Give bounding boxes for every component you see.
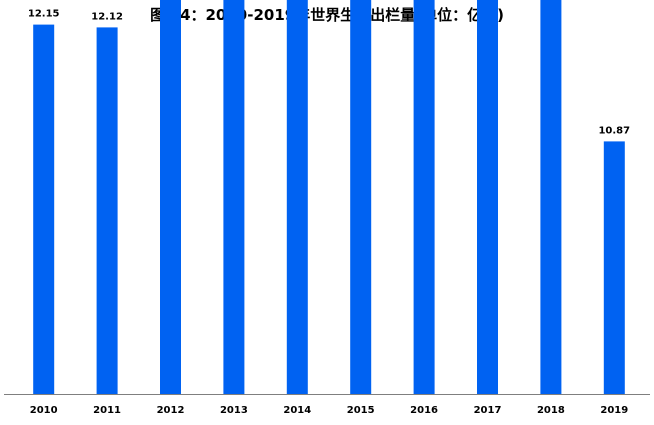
bar-2014: [286, 0, 308, 395]
x-tick-2014: 2014: [283, 405, 311, 416]
value-label-2011: 12.12: [91, 11, 123, 22]
value-labels-group: 12.1512.1212.5212.6212.8012.6412.4912.84…: [28, 9, 630, 137]
bar-2018: [540, 0, 562, 394]
value-label-2019: 10.87: [598, 125, 630, 136]
bar-2015: [350, 0, 372, 394]
bar-2013: [223, 0, 245, 395]
x-tick-2013: 2013: [220, 405, 248, 416]
bar-2017: [477, 0, 498, 394]
value-label-2010: 12.15: [28, 9, 60, 20]
bar-2010: [33, 24, 55, 394]
bar-2016: [413, 0, 435, 394]
x-tick-2017: 2017: [474, 405, 502, 416]
bar-2012: [160, 0, 181, 395]
x-tick-2012: 2012: [157, 405, 185, 416]
x-tick-2018: 2018: [537, 405, 565, 416]
x-tick-2019: 2019: [600, 405, 628, 416]
bars-group: [33, 0, 625, 395]
x-tick-2015: 2015: [347, 405, 375, 416]
x-tick-2016: 2016: [410, 405, 438, 416]
bar-2011: [96, 27, 118, 395]
bar-2019: [603, 141, 625, 394]
x-tick-2011: 2011: [93, 405, 121, 416]
x-tick-2010: 2010: [30, 405, 58, 416]
x-tick-labels-group: 2010 2011 2012 2013 2014 2015 2016 2017 2018 2019: [30, 405, 628, 416]
